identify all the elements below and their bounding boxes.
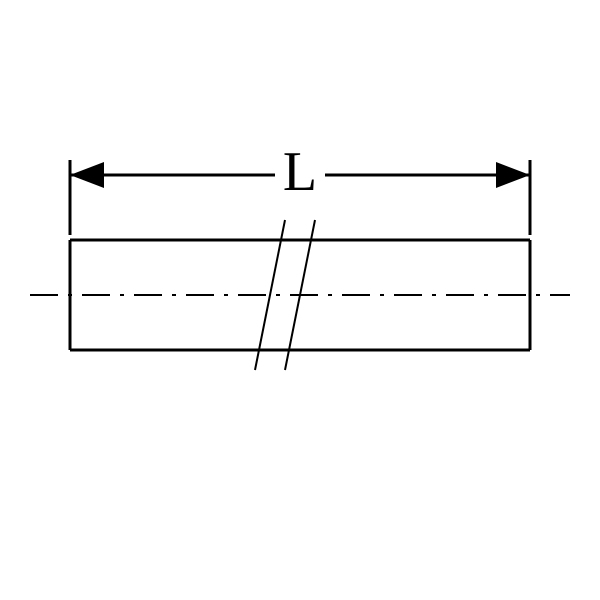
dimension-label: L [283,141,317,203]
arrowhead-left-icon [70,162,104,188]
dimension-diagram: L [0,0,600,600]
arrowhead-right-icon [496,162,530,188]
